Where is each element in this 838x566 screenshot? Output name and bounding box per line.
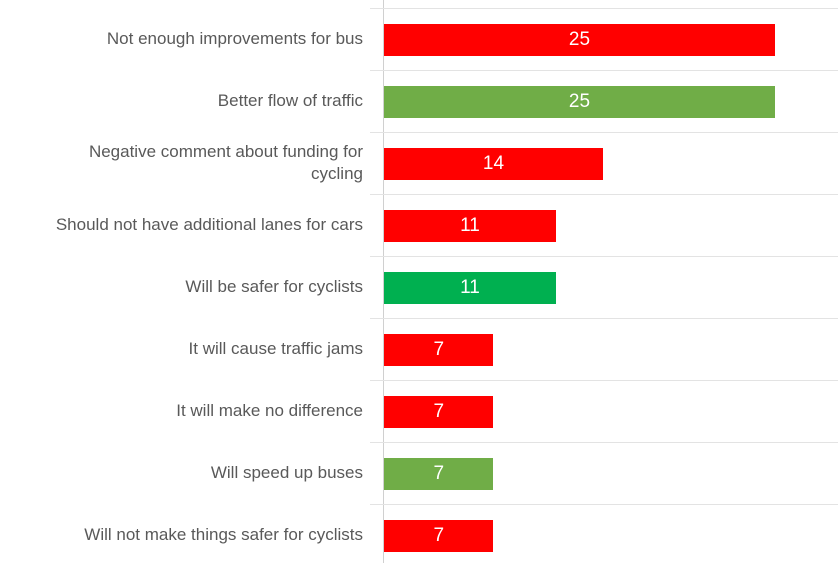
bar: [384, 86, 775, 118]
category-label: It will make no difference: [176, 401, 363, 420]
value-label: 11: [460, 277, 480, 298]
row-separator: [370, 504, 838, 505]
bar: [384, 396, 494, 428]
bar: [384, 148, 603, 180]
bar: [384, 24, 775, 56]
value-label: 7: [433, 525, 445, 546]
category-label: Not enough improvements for bus: [106, 29, 363, 48]
value-label: 11: [460, 215, 480, 236]
row-separator: [370, 70, 838, 71]
category-label: Negative comment about funding for cycli…: [88, 142, 363, 183]
bar: [384, 272, 557, 304]
value-label: 25: [568, 91, 591, 112]
bar: [384, 520, 494, 552]
row-separator: [370, 256, 838, 257]
category-label: It will cause traffic jams: [188, 339, 363, 358]
value-label: 7: [433, 401, 445, 422]
bar: [384, 210, 557, 242]
bar: [384, 458, 494, 490]
row-separator: [370, 318, 838, 319]
category-label: Better flow of traffic: [217, 91, 363, 110]
value-label: 25: [568, 29, 591, 50]
category-label: Should not have additional lanes for car…: [55, 215, 363, 234]
row-separator: [370, 194, 838, 195]
value-label: 14: [482, 153, 505, 174]
row-separator: [370, 380, 838, 381]
row-separator: [370, 442, 838, 443]
category-label: Will speed up buses: [210, 463, 363, 482]
category-label: Will be safer for cyclists: [185, 277, 363, 296]
row-separator: [370, 132, 838, 133]
value-label: 7: [433, 339, 445, 360]
row-separator: [370, 8, 838, 9]
bar: [384, 334, 494, 366]
category-label: Will not make things safer for cyclists: [84, 525, 363, 544]
category-axis: [383, 0, 384, 563]
value-label: 7: [433, 463, 445, 484]
